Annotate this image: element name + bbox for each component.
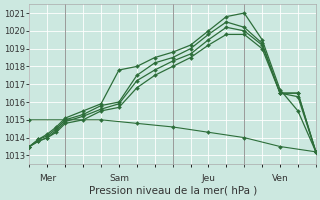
Text: Jeu: Jeu (202, 174, 215, 183)
Text: Ven: Ven (272, 174, 288, 183)
Text: Mer: Mer (39, 174, 56, 183)
Text: Sam: Sam (109, 174, 129, 183)
X-axis label: Pression niveau de la mer( hPa ): Pression niveau de la mer( hPa ) (89, 186, 257, 196)
